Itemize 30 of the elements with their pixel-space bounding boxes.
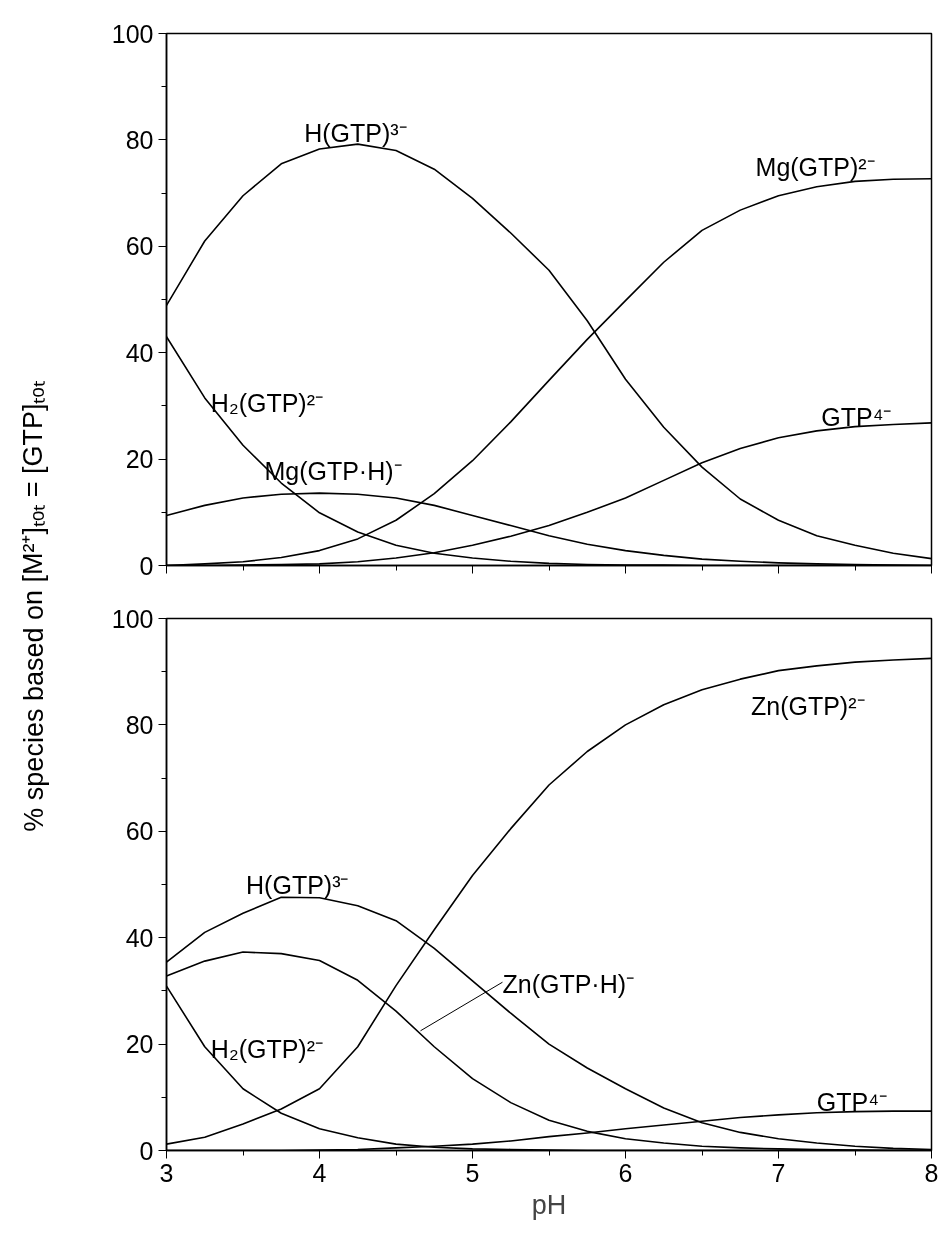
annotation: GTP⁴⁻ — [816, 1087, 887, 1116]
y-tick-label: 40 — [125, 338, 154, 367]
y-tick-label: 20 — [125, 1030, 154, 1059]
annotation: H(GTP)³⁻ — [304, 118, 407, 147]
y-tick-label: 60 — [125, 232, 154, 261]
annotation: H(GTP)³⁻ — [246, 870, 349, 899]
x-tick-label: 8 — [924, 1158, 938, 1187]
x-tick-label: 4 — [312, 1158, 327, 1187]
annotation: Mg(GTP)²⁻ — [755, 153, 875, 182]
x-tick-label: 3 — [159, 1158, 174, 1187]
annotation: GTP⁴⁻ — [821, 402, 892, 431]
x-tick-label: 5 — [465, 1158, 480, 1187]
y-tick-label: 40 — [125, 923, 154, 952]
y-tick-label: 80 — [125, 710, 154, 739]
y-tick-label: 80 — [125, 125, 154, 154]
annotation: Zn(GTP·H)⁻ — [502, 969, 635, 998]
annotation: H₂(GTP)²⁻ — [210, 1035, 324, 1064]
x-tick-label: 6 — [618, 1158, 633, 1187]
y-tick-label: 100 — [111, 19, 154, 48]
y-tick-label: 0 — [139, 551, 154, 580]
annotation: H₂(GTP)²⁻ — [210, 389, 324, 418]
y-tick-label: 60 — [125, 817, 154, 846]
y-axis-title: % species based on [M²⁺]ₜₒₜ = [GTP]ₜₒₜ — [18, 381, 49, 832]
y-tick-label: 0 — [139, 1136, 154, 1165]
annotation: Mg(GTP·H)⁻ — [264, 456, 402, 485]
y-tick-label: 20 — [125, 445, 154, 474]
y-tick-label: 100 — [111, 604, 154, 633]
annotation: Zn(GTP)²⁻ — [750, 691, 865, 720]
x-tick-label: 7 — [771, 1158, 786, 1187]
x-axis-title: pH — [531, 1189, 567, 1220]
